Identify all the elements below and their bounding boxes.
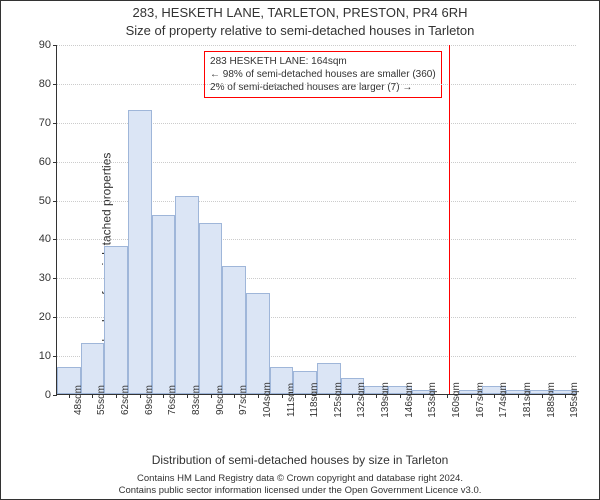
- y-tick: [53, 84, 57, 85]
- gridline: [57, 84, 576, 85]
- x-tick-label: 188sqm: [546, 382, 557, 418]
- y-tick-label: 80: [39, 78, 51, 90]
- x-tick: [494, 394, 495, 398]
- x-tick: [282, 394, 283, 398]
- x-tick-label: 153sqm: [427, 382, 438, 418]
- y-tick-label: 40: [39, 233, 51, 245]
- y-tick-label: 70: [39, 117, 51, 129]
- gridline: [57, 45, 576, 46]
- x-tick: [447, 394, 448, 398]
- plot-area: 283 HESKETH LANE: 164sqm ← 98% of semi-d…: [56, 45, 576, 395]
- y-tick: [53, 201, 57, 202]
- x-tick: [116, 394, 117, 398]
- x-tick: [352, 394, 353, 398]
- x-tick: [376, 394, 377, 398]
- x-tick: [423, 394, 424, 398]
- histogram-bar: [246, 293, 270, 394]
- annotation-box: 283 HESKETH LANE: 164sqm ← 98% of semi-d…: [204, 51, 442, 98]
- histogram-bar: [152, 215, 176, 394]
- footer-line-2: Contains public sector information licen…: [1, 485, 599, 497]
- y-tick-label: 0: [45, 389, 51, 401]
- footer-line-1: Contains HM Land Registry data © Crown c…: [1, 473, 599, 485]
- y-tick: [53, 45, 57, 46]
- x-tick: [163, 394, 164, 398]
- y-tick: [53, 278, 57, 279]
- x-tick: [187, 394, 188, 398]
- x-tick: [329, 394, 330, 398]
- x-tick: [542, 394, 543, 398]
- x-tick: [258, 394, 259, 398]
- x-tick: [211, 394, 212, 398]
- attribution-footer: Contains HM Land Registry data © Crown c…: [1, 473, 599, 497]
- y-tick-label: 10: [39, 350, 51, 362]
- histogram-bar: [222, 266, 246, 394]
- x-tick: [518, 394, 519, 398]
- x-tick-label: 181sqm: [522, 382, 533, 418]
- y-tick: [53, 239, 57, 240]
- histogram-bar: [175, 196, 199, 394]
- y-tick: [53, 395, 57, 396]
- x-tick: [234, 394, 235, 398]
- y-tick: [53, 356, 57, 357]
- chart-container: 283, HESKETH LANE, TARLETON, PRESTON, PR…: [0, 0, 600, 500]
- x-tick-label: 195sqm: [569, 382, 580, 418]
- x-tick: [92, 394, 93, 398]
- y-tick-label: 50: [39, 195, 51, 207]
- y-tick-label: 30: [39, 272, 51, 284]
- histogram-bar: [104, 246, 128, 394]
- histogram-bar: [199, 223, 223, 394]
- x-tick: [140, 394, 141, 398]
- x-tick-label: 160sqm: [451, 382, 462, 418]
- chart-title-address: 283, HESKETH LANE, TARLETON, PRESTON, PR…: [1, 5, 599, 20]
- x-tick: [69, 394, 70, 398]
- x-axis-label: Distribution of semi-detached houses by …: [1, 453, 599, 467]
- annotation-line-2: ← 98% of semi-detached houses are smalle…: [210, 68, 436, 81]
- y-tick: [53, 162, 57, 163]
- y-tick: [53, 123, 57, 124]
- marker-line: [449, 45, 450, 394]
- y-tick-label: 60: [39, 156, 51, 168]
- x-tick: [400, 394, 401, 398]
- x-tick-label: 174sqm: [498, 382, 509, 418]
- y-tick-label: 90: [39, 39, 51, 51]
- y-tick: [53, 317, 57, 318]
- x-tick: [305, 394, 306, 398]
- annotation-line-1: 283 HESKETH LANE: 164sqm: [210, 55, 436, 68]
- x-tick: [471, 394, 472, 398]
- x-tick: [565, 394, 566, 398]
- chart-title-desc: Size of property relative to semi-detach…: [1, 23, 599, 38]
- x-tick-label: 146sqm: [404, 382, 415, 418]
- histogram-bar: [128, 110, 152, 394]
- y-tick-label: 20: [39, 311, 51, 323]
